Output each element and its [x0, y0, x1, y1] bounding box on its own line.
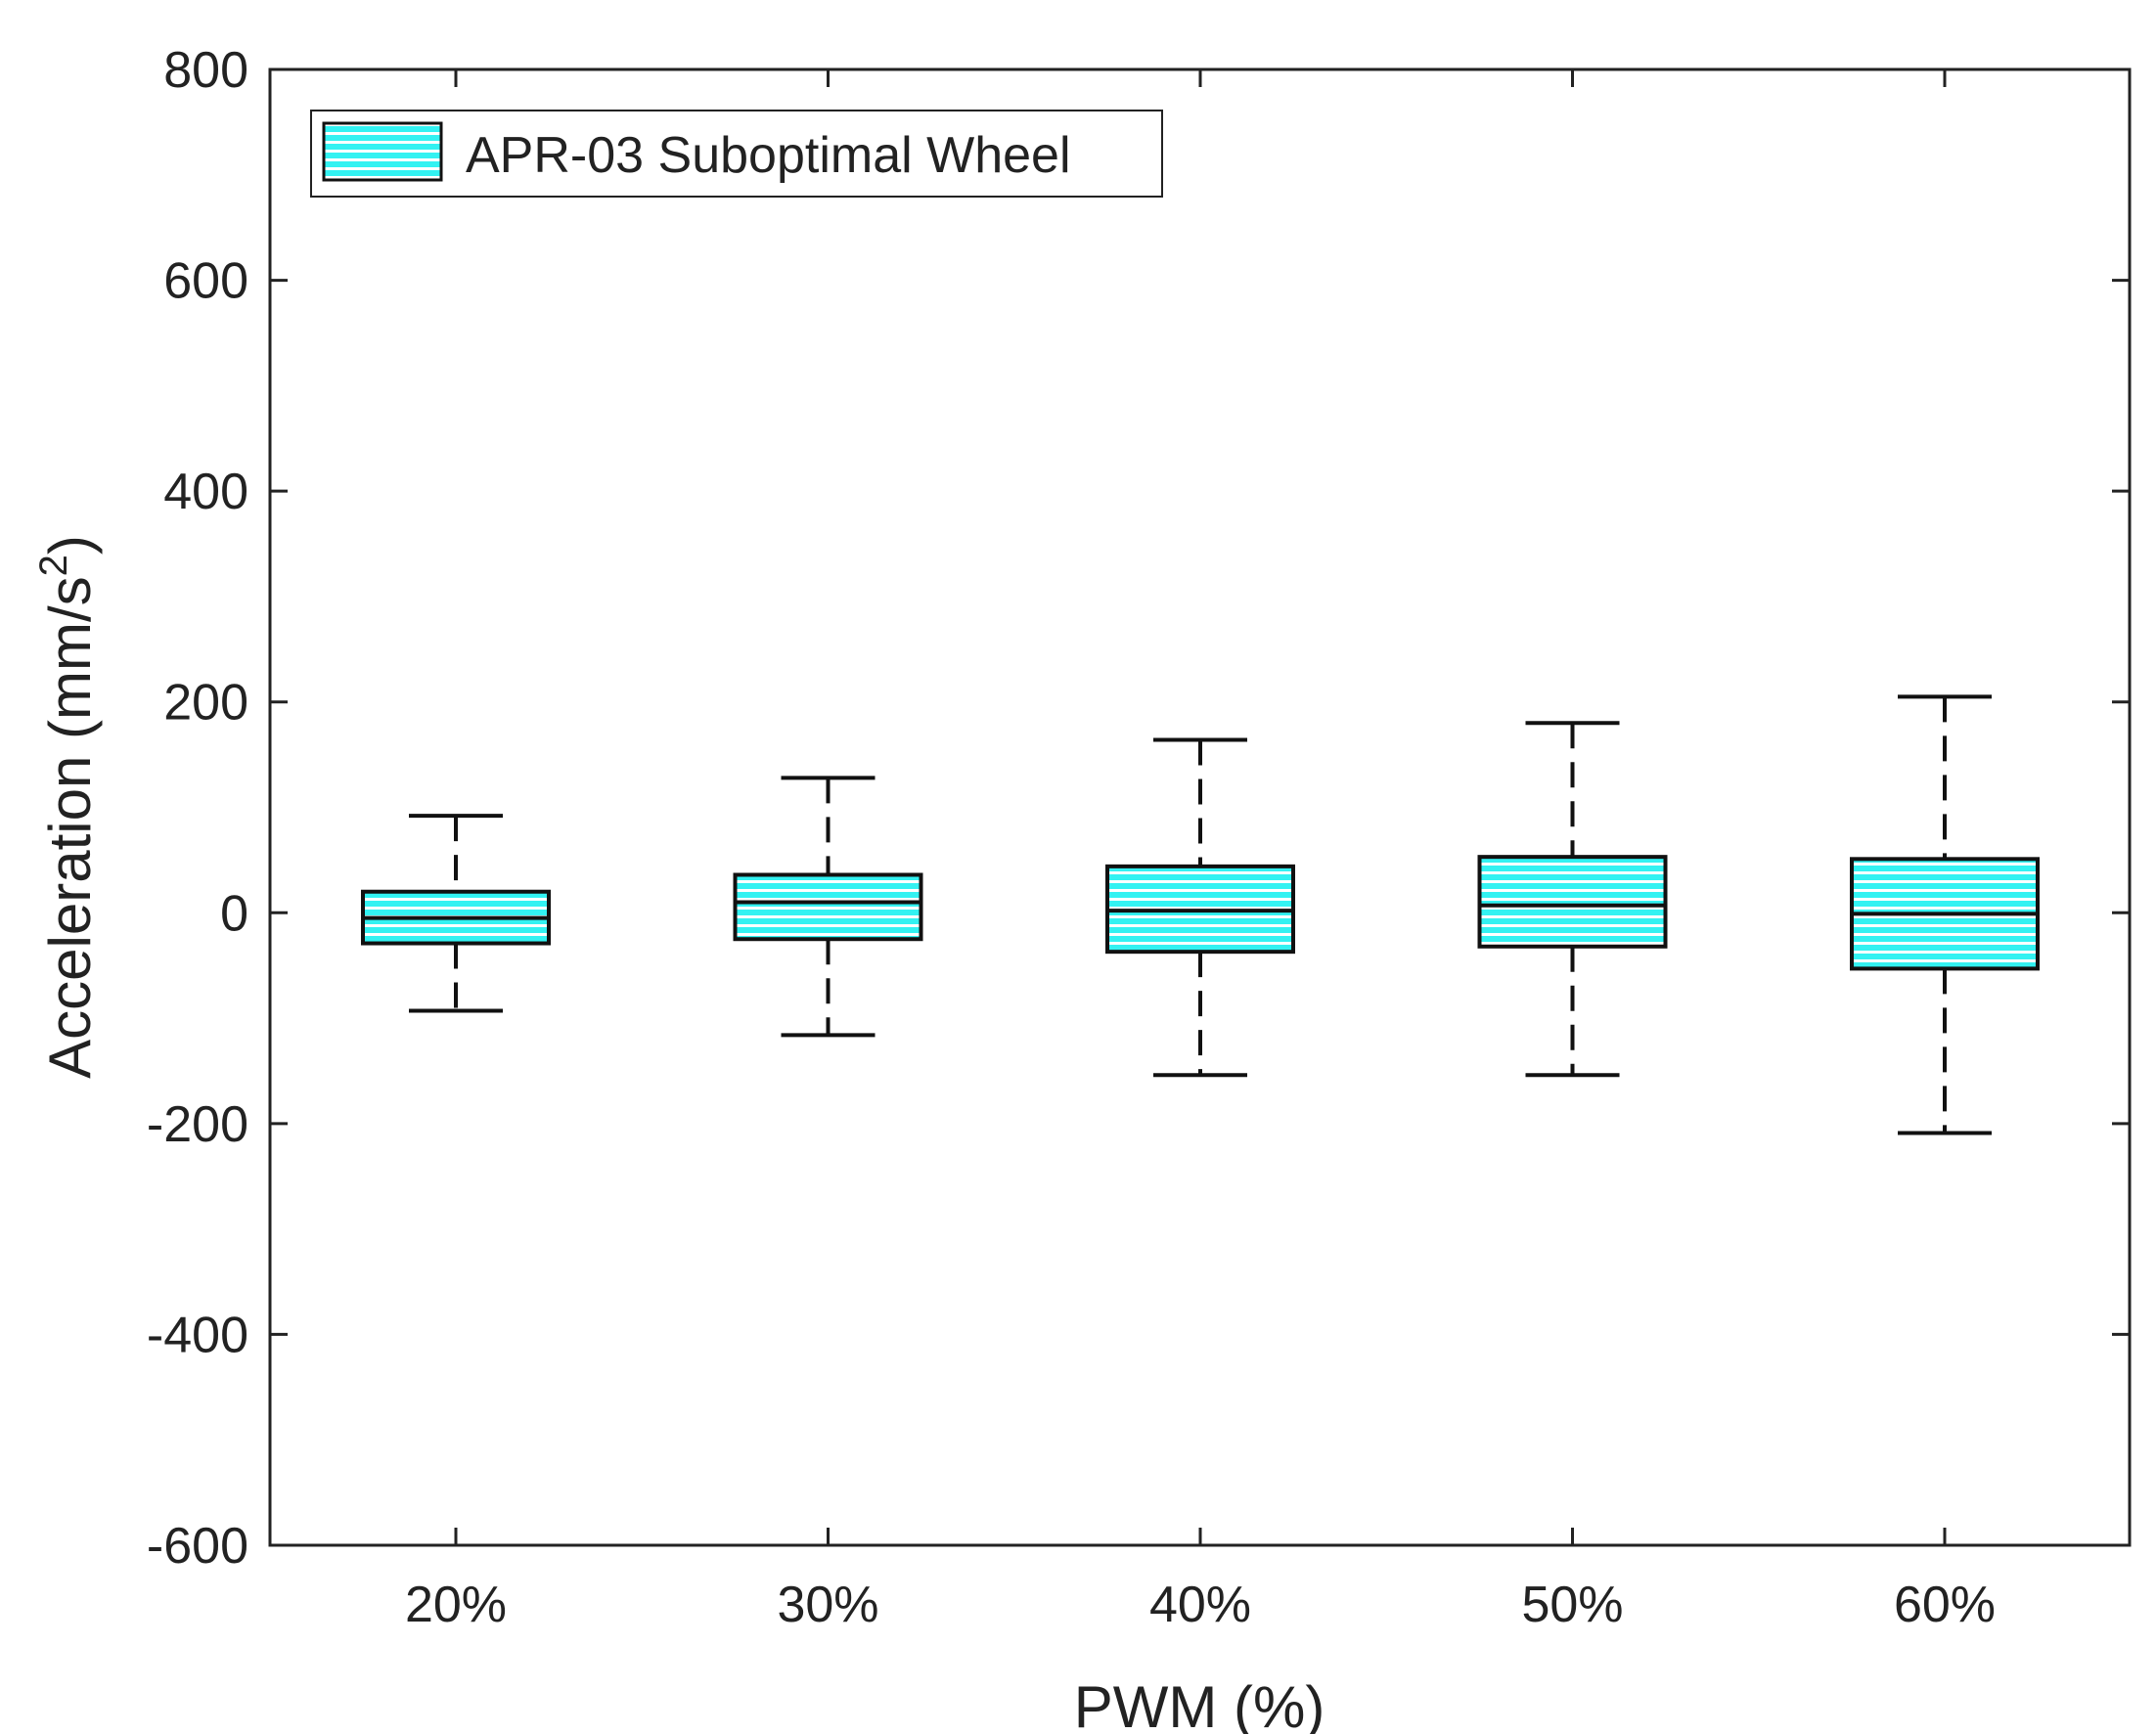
box-series	[361, 694, 2040, 1135]
box-40pct	[1105, 737, 1295, 1078]
x-axis-label: PWM (%)	[1074, 1674, 1325, 1734]
legend-box	[310, 110, 1163, 198]
iqr-box	[1477, 855, 1668, 949]
y-tick-label: -400	[147, 1307, 248, 1363]
x-tick-label: 60%	[1894, 1577, 1996, 1633]
x-tick-label: 40%	[1149, 1577, 1251, 1633]
x-tick-label: 20%	[405, 1577, 507, 1633]
legend-swatch	[322, 121, 443, 182]
plot-area	[268, 67, 2132, 1547]
y-axis-label: Acceleration (mm/s2)	[32, 535, 103, 1079]
y-axis-label-close: )	[37, 535, 103, 555]
y-tick-label: 0	[220, 885, 248, 942]
x-tick-label: 30%	[777, 1577, 878, 1633]
y-tick-label: -200	[147, 1096, 248, 1153]
box-30pct	[733, 776, 923, 1038]
axis-ticks	[270, 67, 2130, 1547]
legend-label: APR-03 Suboptimal Wheel	[466, 127, 1071, 184]
iqr-box	[733, 872, 923, 942]
x-tick-labels: 20% 30% 40% 50% 60%	[405, 1577, 1996, 1633]
y-axis-label-main: Acceleration (mm/s	[37, 576, 103, 1078]
y-tick-labels: 800 600 400 200 0 -200 -400 -600	[147, 42, 248, 1575]
y-tick-label: 400	[163, 464, 248, 520]
y-tick-label: -600	[147, 1518, 248, 1575]
y-tick-label: 800	[163, 42, 248, 99]
y-tick-label: 600	[163, 253, 248, 310]
box-50pct	[1477, 721, 1668, 1078]
box-20pct	[361, 814, 551, 1013]
legend: APR-03 Suboptimal Wheel	[310, 110, 1163, 198]
box-60pct	[1850, 694, 2040, 1135]
y-tick-label: 200	[163, 675, 248, 732]
y-axis-label-superscript: 2	[32, 555, 75, 576]
x-tick-label: 50%	[1521, 1577, 1623, 1633]
